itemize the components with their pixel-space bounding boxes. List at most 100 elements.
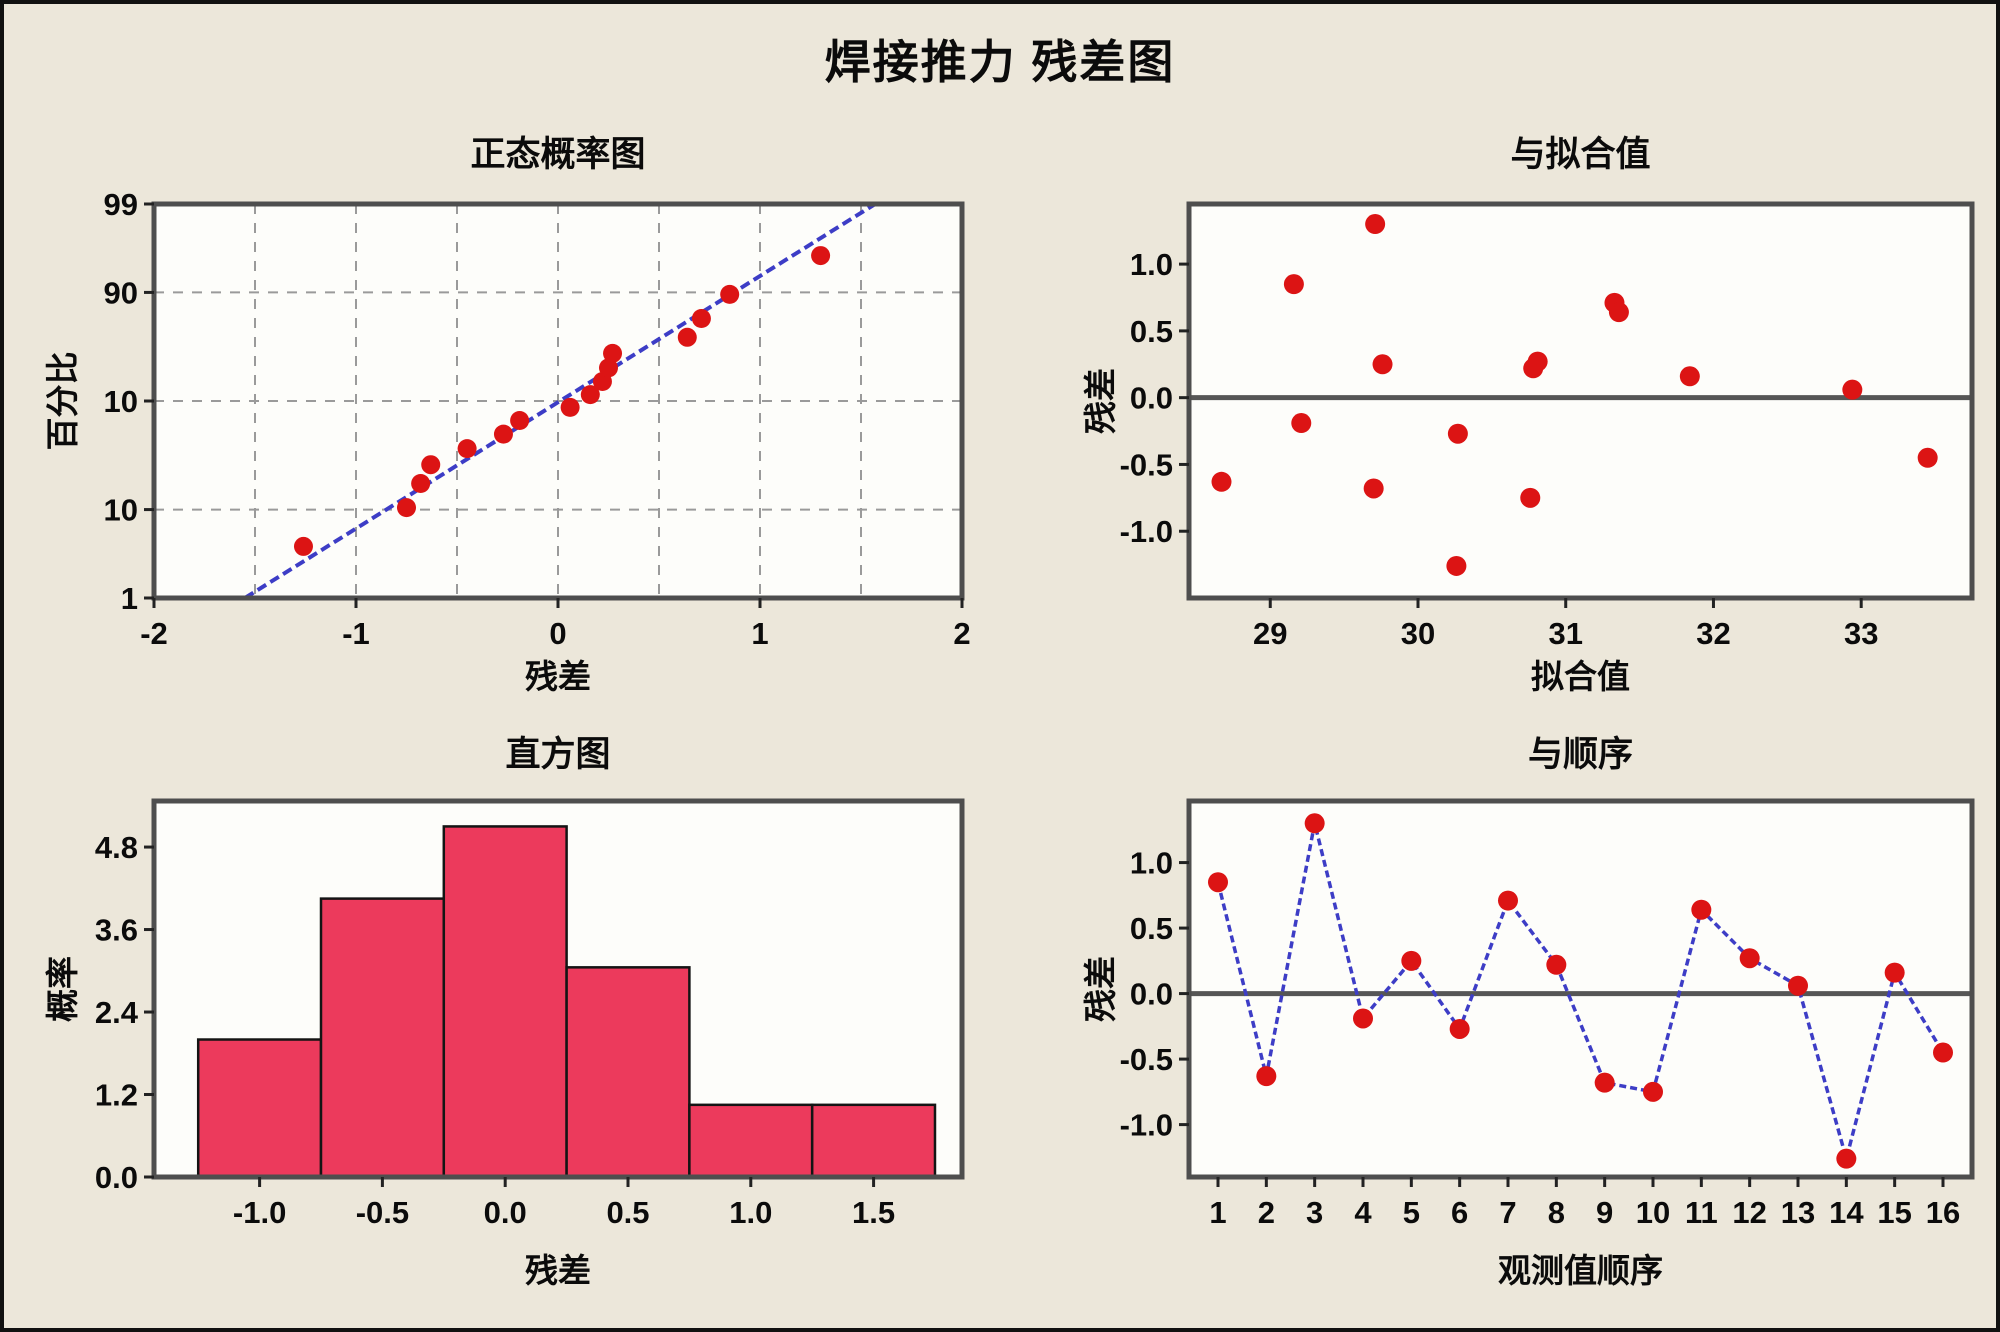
data-point xyxy=(1353,1008,1373,1029)
data-point xyxy=(510,410,530,430)
x-tick-label: 0 xyxy=(549,616,566,651)
y-tick-label: 4.8 xyxy=(95,830,138,865)
data-point xyxy=(493,424,513,444)
plot-area-versus-order xyxy=(1189,801,1972,1177)
histogram-bar xyxy=(442,825,568,1179)
histogram-bar xyxy=(565,966,691,1179)
y-tick-label: 0.0 xyxy=(1130,977,1173,1012)
y-tick-label: -0.5 xyxy=(1120,1042,1173,1077)
x-tick-label: 29 xyxy=(1253,616,1287,651)
data-point xyxy=(1836,1148,1857,1169)
x-tick-label: 2 xyxy=(953,616,970,651)
page-title: 焊接推力 残差图 xyxy=(824,36,1176,88)
x-tick-label: -0.5 xyxy=(356,1195,409,1230)
x-tick-label: 9 xyxy=(1596,1195,1613,1230)
data-point xyxy=(1372,354,1393,375)
data-point xyxy=(1446,555,1467,576)
data-point xyxy=(397,498,416,518)
y-tick-label: 1.0 xyxy=(1130,846,1173,881)
data-point xyxy=(677,327,697,347)
y-tick-label: -1.0 xyxy=(1120,514,1173,549)
data-point xyxy=(1291,413,1312,434)
data-point xyxy=(1365,214,1386,235)
data-point xyxy=(1208,872,1228,893)
data-point xyxy=(1363,478,1384,499)
data-point xyxy=(1842,379,1863,400)
y-tick-label: 1 xyxy=(121,581,138,616)
data-point xyxy=(1917,447,1938,468)
plot-area-versus-fits xyxy=(1189,204,1972,598)
x-tick-label: -2 xyxy=(140,616,168,651)
histogram-bar xyxy=(810,1103,937,1179)
panel-histogram: -1.0 -0.5 0.0 0.5 1.0 1.5 4.8 3.6 2.4 1.2 0.0 xyxy=(95,798,965,1230)
data-point xyxy=(603,343,623,363)
data-point xyxy=(421,455,441,475)
y-tick-label: 0.0 xyxy=(1130,381,1173,416)
data-point xyxy=(1401,950,1422,971)
x-tick-label: 8 xyxy=(1548,1195,1565,1230)
data-point xyxy=(1449,1018,1470,1039)
data-point xyxy=(1527,351,1548,372)
x-axis-label-versus-fits: 拟合值 xyxy=(1531,658,1630,695)
data-point xyxy=(1933,1042,1953,1063)
x-tick-label: 2 xyxy=(1258,1195,1275,1230)
data-point xyxy=(1211,471,1232,492)
y-tick-label: 3.6 xyxy=(95,913,138,948)
data-point xyxy=(580,385,600,405)
data-point xyxy=(1498,890,1518,911)
data-point xyxy=(691,309,711,329)
data-point xyxy=(560,397,580,417)
x-tick-label: 12 xyxy=(1732,1195,1766,1230)
data-point xyxy=(1739,948,1760,969)
data-point xyxy=(1546,954,1567,975)
x-tick-label: 1.0 xyxy=(729,1195,772,1230)
normal-fit-line xyxy=(243,202,877,600)
x-tick-label: 1 xyxy=(751,616,768,651)
panel-title-versus-fits: 与拟合值 xyxy=(1510,135,1651,174)
data-point xyxy=(720,284,740,304)
data-point xyxy=(1788,975,1808,996)
y-tick-label: -0.5 xyxy=(1120,447,1173,482)
data-point xyxy=(1679,366,1700,387)
y-tick-label: 10 xyxy=(104,493,138,528)
x-tick-label: -1 xyxy=(342,616,370,651)
x-tick-label: -1.0 xyxy=(233,1195,286,1230)
data-point xyxy=(1643,1081,1663,1102)
data-point xyxy=(1520,487,1541,508)
x-tick-label: 0.5 xyxy=(606,1195,649,1230)
panel-title-versus-order: 与顺序 xyxy=(1527,735,1633,774)
data-point xyxy=(1447,423,1468,444)
x-tick-label: 1.5 xyxy=(852,1195,895,1230)
x-tick-label: 4 xyxy=(1354,1195,1372,1230)
y-tick-label: -1.0 xyxy=(1120,1108,1173,1143)
y-tick-label: 0.5 xyxy=(1130,911,1173,946)
y-tick-label: 0.0 xyxy=(95,1160,138,1195)
x-tick-label: 32 xyxy=(1696,616,1730,651)
histogram-bar xyxy=(319,897,446,1179)
data-point xyxy=(1884,962,1905,983)
plot-border xyxy=(151,798,965,1180)
x-tick-label: 0.0 xyxy=(484,1195,527,1230)
data-point xyxy=(1594,1072,1615,1093)
x-tick-label: 11 xyxy=(1685,1195,1718,1230)
histogram-bar xyxy=(688,1103,814,1179)
x-tick-label: 7 xyxy=(1499,1195,1516,1230)
y-tick-label: 90 xyxy=(104,275,138,310)
x-tick-label: 6 xyxy=(1451,1195,1468,1230)
x-tick-label: 13 xyxy=(1781,1195,1815,1230)
x-tick-label: 33 xyxy=(1844,616,1878,651)
histogram-bar xyxy=(196,1038,323,1179)
data-point xyxy=(1256,1066,1277,1087)
x-tick-label: 3 xyxy=(1306,1195,1323,1230)
x-tick-label: 15 xyxy=(1877,1195,1911,1230)
y-tick-label: 0.5 xyxy=(1130,314,1173,349)
panel-versus-fits: 29 30 31 32 33 1.0 0.5 0.0 -0.5 -1.0 xyxy=(1120,201,1975,651)
x-axis-label-histogram: 残差 xyxy=(525,1252,591,1289)
x-tick-label: 5 xyxy=(1403,1195,1420,1230)
data-point xyxy=(457,439,477,459)
y-tick-label: 2.4 xyxy=(95,995,139,1030)
panel-title-normal-probability: 正态概率图 xyxy=(470,135,646,174)
y-tick-label: 1.2 xyxy=(95,1078,138,1113)
y-tick-label: 1.0 xyxy=(1130,247,1173,282)
